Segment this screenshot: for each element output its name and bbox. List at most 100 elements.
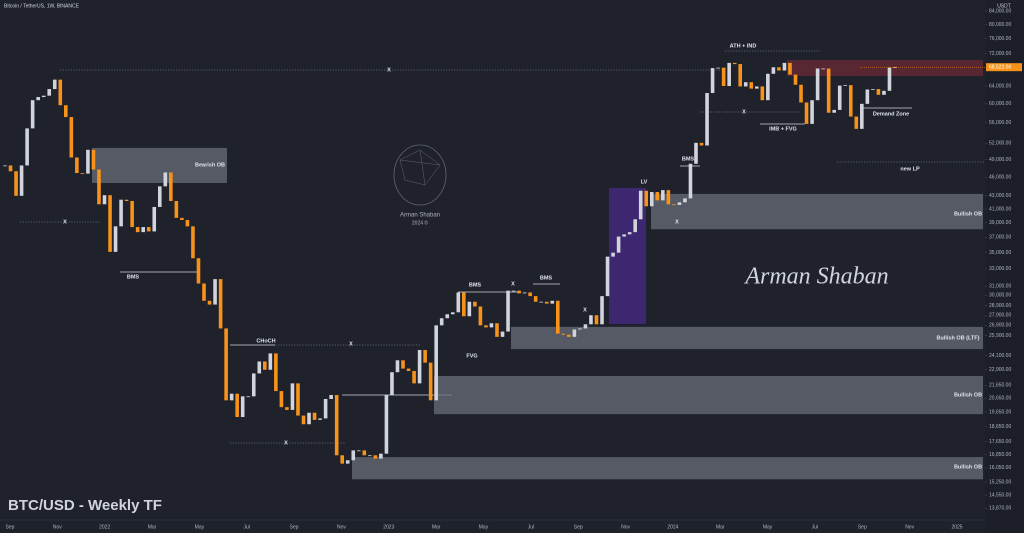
candle-body xyxy=(666,190,671,205)
candle-body xyxy=(318,418,322,420)
zone xyxy=(787,60,983,76)
candle-body xyxy=(124,199,129,202)
last-price-label: 68,522.00 xyxy=(989,65,1011,71)
candle-body xyxy=(268,353,273,370)
candle-body xyxy=(108,195,112,252)
annotation: BMS xyxy=(127,274,140,280)
candle-body xyxy=(8,165,13,172)
candle-body xyxy=(572,329,577,337)
annotation: X xyxy=(63,219,67,225)
candle-body xyxy=(484,325,488,328)
y-tick-label: 39,000.00 xyxy=(989,220,1011,226)
candle-body xyxy=(428,362,433,401)
candle-body xyxy=(240,396,245,417)
candle-body xyxy=(368,455,372,457)
zone xyxy=(352,457,983,480)
watermark-year: 2024 © xyxy=(412,219,429,226)
x-tick-label: Sep xyxy=(858,524,867,530)
annotation: X xyxy=(742,109,746,115)
candle-body xyxy=(329,395,333,399)
candle-body xyxy=(423,350,427,363)
candle-body xyxy=(279,391,284,408)
price-axis xyxy=(985,0,1024,533)
candle-body xyxy=(500,331,505,337)
currency-label: USDT xyxy=(997,3,1011,9)
candle-body xyxy=(721,67,726,87)
candle-body xyxy=(517,290,521,294)
candle-body xyxy=(69,117,74,158)
candle-body xyxy=(401,360,405,369)
candle-body xyxy=(19,165,24,196)
candle-body xyxy=(561,333,566,335)
candle-body xyxy=(638,190,643,220)
candle-body xyxy=(683,198,687,203)
candle-body xyxy=(113,226,118,252)
last-price-box xyxy=(986,63,1022,72)
candle-body xyxy=(777,67,781,71)
candle-body xyxy=(771,67,776,74)
candle-body xyxy=(263,361,267,370)
candle-body xyxy=(52,79,57,90)
candle-body xyxy=(605,256,610,297)
annotation: X xyxy=(583,307,587,313)
candles xyxy=(3,62,897,464)
candle-body xyxy=(848,85,853,117)
annotation: Demand Zone xyxy=(873,111,909,117)
candle-body xyxy=(102,195,107,205)
candle-body xyxy=(865,89,870,104)
candle-body xyxy=(207,300,212,305)
annotation: X xyxy=(284,440,288,446)
annotation: Bullish OB xyxy=(954,211,982,217)
y-tick-label: 15,250.00 xyxy=(989,479,1011,485)
x-tick-label: Nov xyxy=(621,524,630,530)
zone xyxy=(92,147,227,183)
candle-body xyxy=(611,252,615,257)
candle-body xyxy=(290,383,295,410)
candle-body xyxy=(528,292,532,297)
candle-body xyxy=(677,202,682,205)
candle-body xyxy=(854,116,859,129)
candle-body xyxy=(550,300,555,304)
y-tick-label: 35,000.00 xyxy=(989,250,1011,256)
annotation: Bullish OB xyxy=(954,464,982,470)
candle-body xyxy=(362,450,367,456)
candle-body xyxy=(174,201,179,218)
candle-body xyxy=(467,301,472,317)
candle-body xyxy=(539,301,544,303)
candle-body xyxy=(832,109,836,113)
candle-body xyxy=(727,62,731,87)
candle-body xyxy=(871,89,875,90)
candle-body xyxy=(86,149,90,174)
candle-body xyxy=(710,68,715,94)
candle-body xyxy=(633,219,637,233)
y-tick-label: 27,900.00 xyxy=(989,313,1011,319)
candle-body xyxy=(749,82,754,89)
annotation: ATH + IND xyxy=(730,43,757,49)
y-tick-label: 31,000.00 xyxy=(989,283,1011,289)
candle-body xyxy=(616,236,621,253)
candle-body xyxy=(661,190,665,201)
x-tick-label: May xyxy=(479,524,489,530)
candle-body xyxy=(644,190,649,207)
y-tick-label: 37,000.00 xyxy=(989,235,1011,241)
candle-body xyxy=(235,393,239,417)
candle-body xyxy=(462,292,466,317)
candle-body xyxy=(782,62,787,71)
chart-title: BTC/USD - Weekly TF xyxy=(8,497,162,514)
candle-body xyxy=(251,373,256,397)
candle-body xyxy=(804,102,809,124)
candle-body xyxy=(64,105,68,118)
zone xyxy=(511,326,983,350)
annotation: BMS xyxy=(540,275,553,281)
candle-body xyxy=(799,84,803,103)
annotation: IMB + FVG xyxy=(769,126,797,132)
candle-body xyxy=(356,450,361,452)
candle-body xyxy=(406,368,411,371)
annotation: X xyxy=(511,281,515,287)
candle-body xyxy=(893,67,897,68)
x-tick-label: Sep xyxy=(574,524,583,530)
x-tick-label: Jul xyxy=(528,524,534,530)
candle-body xyxy=(301,415,306,425)
candle-body xyxy=(58,79,63,106)
